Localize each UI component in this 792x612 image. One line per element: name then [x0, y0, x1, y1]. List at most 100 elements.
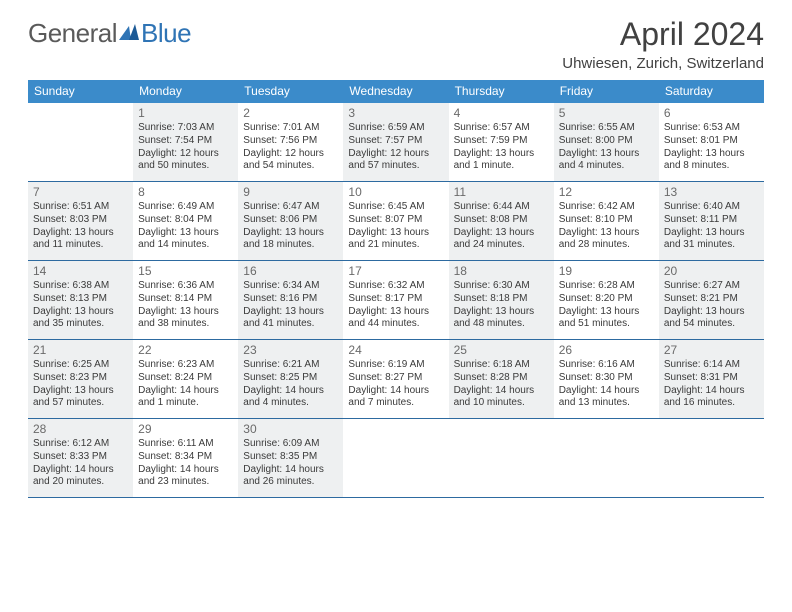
day-detail-line: Daylight: 13 hours and 1 minute.	[454, 148, 549, 174]
day-cell: 1Sunrise: 7:03 AMSunset: 7:54 PMDaylight…	[133, 103, 238, 181]
day-detail-line: Sunrise: 6:40 AM	[664, 201, 759, 214]
day-number: 9	[243, 185, 338, 200]
week-row: 7Sunrise: 6:51 AMSunset: 8:03 PMDaylight…	[28, 182, 764, 261]
day-detail-line: Sunset: 7:57 PM	[348, 135, 443, 148]
day-cell: 8Sunrise: 6:49 AMSunset: 8:04 PMDaylight…	[133, 182, 238, 260]
day-detail-line: Daylight: 13 hours and 31 minutes.	[664, 227, 759, 253]
day-detail-line: Daylight: 13 hours and 4 minutes.	[559, 148, 654, 174]
day-cell: 15Sunrise: 6:36 AMSunset: 8:14 PMDayligh…	[133, 261, 238, 339]
day-detail-line: Daylight: 12 hours and 50 minutes.	[138, 148, 233, 174]
calendar-grid: Sunday Monday Tuesday Wednesday Thursday…	[28, 80, 764, 498]
day-number: 18	[454, 264, 549, 279]
day-number: 15	[138, 264, 233, 279]
day-detail-line: Sunset: 8:23 PM	[33, 372, 128, 385]
day-cell: 17Sunrise: 6:32 AMSunset: 8:17 PMDayligh…	[343, 261, 448, 339]
month-title: April 2024	[562, 18, 764, 52]
day-detail-line: Daylight: 13 hours and 41 minutes.	[243, 306, 338, 332]
day-cell: 13Sunrise: 6:40 AMSunset: 8:11 PMDayligh…	[659, 182, 764, 260]
logo-text-1: General	[28, 18, 117, 49]
day-detail-line: Sunset: 8:30 PM	[559, 372, 654, 385]
day-number: 13	[664, 185, 759, 200]
day-cell: 30Sunrise: 6:09 AMSunset: 8:35 PMDayligh…	[238, 419, 343, 497]
day-detail-line: Sunset: 8:11 PM	[664, 214, 759, 227]
day-detail-line: Sunrise: 6:44 AM	[454, 201, 549, 214]
day-detail-line: Sunset: 8:24 PM	[138, 372, 233, 385]
day-detail-line: Sunset: 8:34 PM	[138, 451, 233, 464]
day-number: 24	[348, 343, 443, 358]
day-number: 21	[33, 343, 128, 358]
day-number: 17	[348, 264, 443, 279]
day-detail-line: Sunset: 8:01 PM	[664, 135, 759, 148]
week-row: 1Sunrise: 7:03 AMSunset: 7:54 PMDaylight…	[28, 103, 764, 182]
day-detail-line: Sunset: 8:06 PM	[243, 214, 338, 227]
day-detail-line: Sunset: 8:28 PM	[454, 372, 549, 385]
day-cell: 9Sunrise: 6:47 AMSunset: 8:06 PMDaylight…	[238, 182, 343, 260]
day-cell: 6Sunrise: 6:53 AMSunset: 8:01 PMDaylight…	[659, 103, 764, 181]
day-detail-line: Sunrise: 6:32 AM	[348, 280, 443, 293]
day-detail-line: Sunrise: 6:30 AM	[454, 280, 549, 293]
day-detail-line: Daylight: 14 hours and 1 minute.	[138, 385, 233, 411]
day-header: Wednesday	[343, 80, 448, 103]
location-label: Uhwiesen, Zurich, Switzerland	[562, 55, 764, 72]
day-detail-line: Sunset: 8:16 PM	[243, 293, 338, 306]
day-header: Sunday	[28, 80, 133, 103]
day-detail-line: Sunrise: 6:59 AM	[348, 122, 443, 135]
day-cell: 18Sunrise: 6:30 AMSunset: 8:18 PMDayligh…	[449, 261, 554, 339]
day-detail-line: Daylight: 13 hours and 51 minutes.	[559, 306, 654, 332]
logo-mark-icon	[119, 24, 139, 40]
day-cell: 27Sunrise: 6:14 AMSunset: 8:31 PMDayligh…	[659, 340, 764, 418]
day-cell: 10Sunrise: 6:45 AMSunset: 8:07 PMDayligh…	[343, 182, 448, 260]
day-detail-line: Sunset: 7:59 PM	[454, 135, 549, 148]
day-detail-line: Sunrise: 6:34 AM	[243, 280, 338, 293]
day-detail-line: Sunset: 8:08 PM	[454, 214, 549, 227]
day-detail-line: Sunrise: 6:09 AM	[243, 438, 338, 451]
day-detail-line: Daylight: 13 hours and 24 minutes.	[454, 227, 549, 253]
week-row: 21Sunrise: 6:25 AMSunset: 8:23 PMDayligh…	[28, 340, 764, 419]
day-header: Tuesday	[238, 80, 343, 103]
day-detail-line: Sunrise: 6:11 AM	[138, 438, 233, 451]
day-cell: 7Sunrise: 6:51 AMSunset: 8:03 PMDaylight…	[28, 182, 133, 260]
day-detail-line: Sunset: 8:20 PM	[559, 293, 654, 306]
day-detail-line: Daylight: 13 hours and 14 minutes.	[138, 227, 233, 253]
day-cell: 23Sunrise: 6:21 AMSunset: 8:25 PMDayligh…	[238, 340, 343, 418]
day-detail-line: Daylight: 14 hours and 26 minutes.	[243, 464, 338, 490]
day-cell: 29Sunrise: 6:11 AMSunset: 8:34 PMDayligh…	[133, 419, 238, 497]
day-number: 8	[138, 185, 233, 200]
day-detail-line: Sunrise: 7:03 AM	[138, 122, 233, 135]
day-number: 23	[243, 343, 338, 358]
day-detail-line: Sunrise: 6:55 AM	[559, 122, 654, 135]
day-detail-line: Daylight: 13 hours and 38 minutes.	[138, 306, 233, 332]
day-detail-line: Daylight: 12 hours and 57 minutes.	[348, 148, 443, 174]
day-detail-line: Daylight: 13 hours and 48 minutes.	[454, 306, 549, 332]
day-detail-line: Daylight: 13 hours and 57 minutes.	[33, 385, 128, 411]
day-cell: 26Sunrise: 6:16 AMSunset: 8:30 PMDayligh…	[554, 340, 659, 418]
day-number: 20	[664, 264, 759, 279]
day-detail-line: Daylight: 13 hours and 8 minutes.	[664, 148, 759, 174]
week-row: 28Sunrise: 6:12 AMSunset: 8:33 PMDayligh…	[28, 419, 764, 498]
day-number: 5	[559, 106, 654, 121]
day-cell: 5Sunrise: 6:55 AMSunset: 8:00 PMDaylight…	[554, 103, 659, 181]
day-detail-line: Daylight: 12 hours and 54 minutes.	[243, 148, 338, 174]
day-cell: 11Sunrise: 6:44 AMSunset: 8:08 PMDayligh…	[449, 182, 554, 260]
day-number: 2	[243, 106, 338, 121]
day-number: 6	[664, 106, 759, 121]
day-detail-line: Sunset: 8:31 PM	[664, 372, 759, 385]
day-cell	[449, 419, 554, 497]
day-detail-line: Sunset: 8:21 PM	[664, 293, 759, 306]
day-detail-line: Daylight: 13 hours and 11 minutes.	[33, 227, 128, 253]
day-detail-line: Daylight: 14 hours and 20 minutes.	[33, 464, 128, 490]
logo-text-2: Blue	[141, 18, 191, 49]
day-cell	[343, 419, 448, 497]
day-detail-line: Sunset: 8:07 PM	[348, 214, 443, 227]
day-detail-line: Sunrise: 6:18 AM	[454, 359, 549, 372]
day-number: 3	[348, 106, 443, 121]
day-detail-line: Sunset: 8:00 PM	[559, 135, 654, 148]
day-detail-line: Sunset: 8:04 PM	[138, 214, 233, 227]
day-detail-line: Sunset: 8:03 PM	[33, 214, 128, 227]
day-detail-line: Sunset: 8:10 PM	[559, 214, 654, 227]
day-number: 25	[454, 343, 549, 358]
day-detail-line: Sunset: 8:27 PM	[348, 372, 443, 385]
day-detail-line: Sunrise: 6:57 AM	[454, 122, 549, 135]
day-detail-line: Daylight: 13 hours and 21 minutes.	[348, 227, 443, 253]
day-detail-line: Sunrise: 6:25 AM	[33, 359, 128, 372]
